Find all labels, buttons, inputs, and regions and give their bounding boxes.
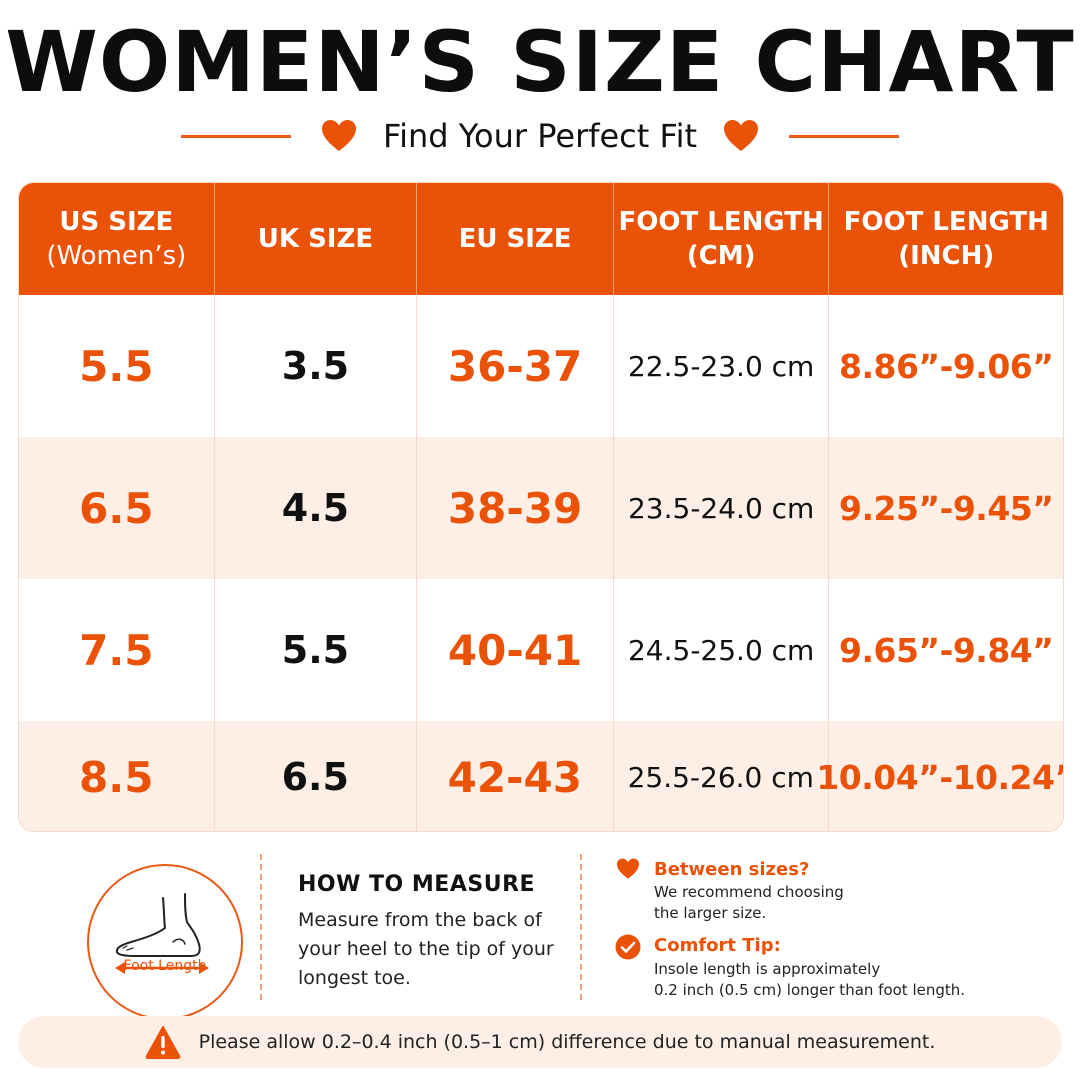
eu-size-cell: 42-43 [447, 752, 582, 802]
foot-length-inch-cell: 9.25”-9.45” [839, 488, 1054, 528]
column-header-label: UK SIZE [257, 224, 374, 254]
column-header-sublabel: (Women’s) [46, 241, 187, 271]
divider-dashed [580, 854, 582, 1000]
uk-size-cell: 5.5 [281, 628, 350, 672]
column-header-sublabel: (INCH) [898, 241, 995, 271]
tip-text-line: the larger size. [654, 904, 767, 922]
us-size-cell: 8.5 [79, 752, 154, 802]
column-header-uk-size: UK SIZE [215, 183, 418, 295]
heart-icon [322, 120, 356, 151]
heart-icon [616, 858, 640, 879]
divider-left [181, 134, 291, 138]
tip-text-line: Insole length is approximately [654, 960, 881, 978]
us-size-cell: 5.5 [79, 341, 154, 391]
foot-length-cm-cell: 25.5-26.0 cm [627, 760, 814, 794]
column-header-eu-size: EU SIZE [417, 183, 614, 295]
uk-size-cell: 4.5 [281, 486, 350, 530]
tip-text-line: 0.2 inch (0.5 cm) longer than foot lengt… [654, 981, 966, 999]
column-header-label: FOOT LENGTH [618, 207, 824, 237]
column-header-us-size: US SIZE (Women’s) [19, 183, 215, 295]
foot-length-cm-cell: 24.5-25.0 cm [627, 633, 815, 667]
heart-icon [724, 120, 758, 151]
table-row: 5.5 3.5 36-37 22.5-23.0 cm 8.86”-9.06” [19, 295, 1063, 437]
measure-illustration [87, 864, 243, 1020]
subtitle-row: Find Your Perfect Fit [0, 108, 1080, 164]
eu-size-cell: 40-41 [447, 625, 583, 675]
divider-right [789, 134, 899, 138]
table-header: US SIZE (Women’s) UK SIZE EU SIZE FOOT L… [19, 183, 1063, 295]
foot-length-cm-cell: 23.5-24.0 cm [627, 491, 815, 525]
foot-length-inch-cell: 9.65”-9.84” [839, 630, 1054, 670]
notice-text: Please allow 0.2–0.4 inch (0.5–1 cm) dif… [198, 1031, 936, 1053]
page-subtitle: Find Your Perfect Fit [383, 117, 697, 155]
page-title: WOMEN’S SIZE CHART [5, 13, 1075, 111]
divider-dashed [260, 854, 262, 1000]
uk-size-cell: 6.5 [281, 755, 349, 799]
tip-title-comfort: Comfort Tip: [654, 935, 781, 956]
tip-text-line: We recommend choosing [654, 883, 844, 901]
warning-icon [145, 1026, 180, 1059]
checkmark-icon [615, 934, 641, 960]
foot-length-cm-cell: 22.5-23.0 cm [627, 349, 815, 383]
column-header-label: US SIZE [59, 207, 174, 237]
foot-length-inch-cell: 8.86”-9.06” [839, 346, 1054, 386]
size-table: US SIZE (Women’s) UK SIZE EU SIZE FOOT L… [18, 182, 1064, 832]
table-row: 8.5 6.5 42-43 25.5-26.0 cm 10.04”-10.24” [19, 721, 1064, 831]
column-header-label: FOOT LENGTH [843, 207, 1049, 237]
column-header-sublabel: (CM) [686, 241, 756, 271]
us-size-cell: 7.5 [79, 625, 154, 675]
table-row: 7.5 5.5 40-41 24.5-25.0 cm 9.65”-9.84” [19, 579, 1063, 721]
table-row: 6.5 4.5 38-39 23.5-24.0 cm 9.25”-9.45” [19, 437, 1063, 579]
column-header-foot-length-cm: FOOT LENGTH (CM) [614, 183, 830, 295]
eu-size-cell: 38-39 [447, 483, 583, 533]
uk-size-cell: 3.5 [281, 344, 350, 388]
us-size-cell: 6.5 [79, 483, 154, 533]
how-to-measure-title: HOW TO MEASURE [298, 872, 536, 897]
notice-bar: Please allow 0.2–0.4 inch (0.5–1 cm) dif… [18, 1016, 1062, 1068]
column-header-label: EU SIZE [458, 224, 572, 254]
how-to-measure-text: Measure from the back of your heel to th… [298, 909, 554, 989]
foot-icon [115, 893, 209, 974]
tip-title-between-sizes: Between sizes? [654, 859, 810, 880]
foot-length-label: Foot Length [123, 958, 207, 974]
column-header-foot-length-inch: FOOT LENGTH (INCH) [829, 183, 1063, 295]
eu-size-cell: 36-37 [447, 341, 583, 391]
foot-length-inch-cell: 10.04”-10.24” [816, 757, 1064, 797]
